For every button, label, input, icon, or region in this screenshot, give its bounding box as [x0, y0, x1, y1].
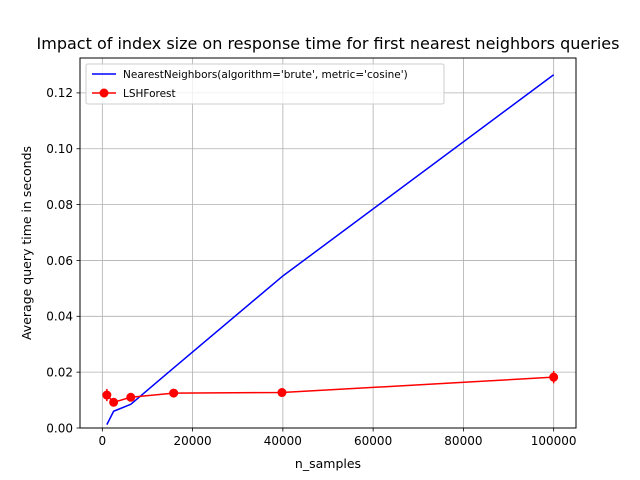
y-tick-label: 0.02: [46, 365, 73, 379]
x-tick-label: 20000: [174, 434, 212, 448]
data-point: [549, 372, 559, 382]
x-tick-label: 100000: [531, 434, 577, 448]
series-layer: [102, 74, 559, 425]
y-tick-label: 0.12: [46, 86, 73, 100]
series-line-0: [106, 74, 555, 425]
data-point: [277, 388, 287, 398]
y-tick-label: 0.10: [46, 142, 73, 156]
data-point: [169, 388, 179, 398]
legend-box: [85, 63, 445, 105]
x-tick-label: 80000: [444, 434, 482, 448]
legend-marker-lshforest: [99, 88, 109, 98]
legend-label-nearest-neighbors: NearestNeighbors(algorithm='brute', metr…: [123, 69, 408, 81]
plot-frame: [79, 57, 577, 429]
chart-title: Impact of index size on response time fo…: [37, 34, 620, 53]
y-tick-label: 0.06: [46, 254, 73, 268]
y-axis-label: Average query time in seconds: [19, 146, 34, 340]
x-tick-label: 0: [99, 434, 107, 448]
legend: NearestNeighbors(algorithm='brute', metr…: [85, 63, 445, 105]
y-tick-label: 0.00: [46, 421, 73, 435]
y-axis-ticks: 0.00 0.02 0.04 0.06 0.08 0.10 0.12: [46, 86, 80, 435]
x-axis-ticks: 0 20000 40000 60000 80000 100000: [99, 428, 577, 448]
y-tick-label: 0.08: [46, 198, 73, 212]
y-tick-label: 0.04: [46, 310, 73, 324]
data-point: [102, 390, 112, 400]
x-tick-label: 40000: [264, 434, 302, 448]
data-point: [109, 397, 119, 407]
legend-label-lshforest: LSHForest: [123, 88, 176, 100]
x-tick-label: 60000: [354, 434, 392, 448]
x-axis-label: n_samples: [295, 456, 361, 471]
data-point: [126, 392, 136, 402]
